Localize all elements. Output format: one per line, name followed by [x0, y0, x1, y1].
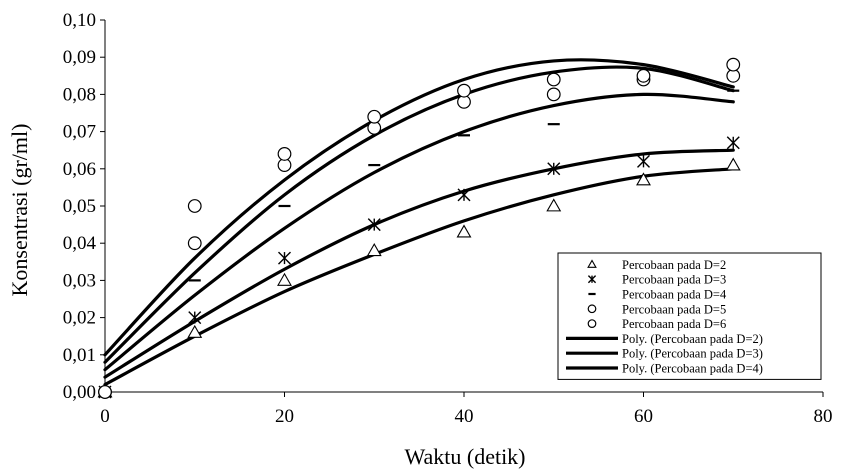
legend-item: Percobaan pada D=4	[588, 288, 727, 302]
trendline-5	[103, 58, 735, 357]
data-point-d6	[546, 72, 561, 87]
legend-marker	[587, 319, 597, 328]
legend-label: Percobaan pada D=6	[622, 317, 726, 331]
legend-item: Percobaan pada D=3	[587, 273, 726, 287]
y-tick-label: 0,02	[63, 308, 96, 329]
data-point-d6	[98, 385, 112, 399]
data-point-d3	[188, 311, 202, 325]
data-point-d5	[187, 236, 202, 251]
legend-item: Poly. (Percobaan pada D=3)	[566, 347, 763, 361]
x-axis-title: Waktu (detik)	[404, 444, 525, 469]
data-point-d3	[637, 154, 650, 168]
data-point-d6	[187, 199, 202, 213]
x-tick-label: 0	[100, 406, 110, 427]
legend-label: Poly. (Percobaan pada D=2)	[622, 332, 763, 346]
x-tick-label: 40	[455, 406, 474, 427]
data-point-d6	[726, 57, 741, 72]
legend-label: Poly. (Percobaan pada D=3)	[622, 347, 763, 361]
trendlines	[103, 58, 735, 387]
legend-item: Percobaan pada D=5	[587, 302, 726, 316]
y-tick-label: 0,04	[63, 233, 97, 254]
data-point-d6	[367, 109, 382, 124]
legend-item: Poly. (Percobaan pada D=2)	[566, 332, 763, 346]
legend-label: Percobaan pada D=2	[622, 258, 726, 272]
data-point-d3	[278, 251, 291, 265]
trendline-4	[103, 65, 735, 364]
data-point-d3	[547, 162, 561, 176]
y-tick-label: 0,08	[63, 84, 96, 105]
legend-marker	[587, 259, 597, 268]
data-point-d2	[725, 157, 741, 171]
legend-label: Percobaan pada D=5	[622, 302, 726, 316]
data-point-d2	[277, 272, 292, 286]
data-point-d2	[546, 198, 562, 212]
data-point-d6	[457, 83, 471, 98]
y-tick-label: 0,09	[63, 47, 96, 68]
data-point-d3	[367, 218, 381, 232]
legend-label: Percobaan pada D=3	[622, 273, 726, 287]
legend-item: Percobaan pada D=6	[587, 317, 726, 331]
legend-item: Poly. (Percobaan pada D=4)	[566, 362, 763, 376]
legend-label: Poly. (Percobaan pada D=4)	[622, 362, 763, 376]
y-tick-label: 0,05	[63, 196, 96, 217]
data-point-d2	[187, 324, 203, 338]
legend-marker	[587, 304, 597, 314]
trendline-3	[103, 92, 735, 372]
legend-box	[557, 252, 822, 380]
x-tick-label: 60	[634, 406, 653, 427]
legend-label: Percobaan pada D=4	[622, 288, 727, 302]
data-point-d5	[546, 87, 561, 102]
axes: 0,00 0,01 0,02 0,03 0,04 0,05 0,06 0,07 0,08 0,09…	[63, 10, 833, 427]
markers	[97, 57, 741, 399]
data-point-d3	[457, 188, 471, 202]
data-point-d2	[456, 224, 472, 238]
legend-item: Percobaan pada D=2	[587, 258, 726, 272]
y-tick-label: 0,03	[63, 270, 96, 291]
x-tick-label: 20	[275, 406, 294, 427]
data-point-d6	[636, 68, 651, 83]
x-tick-label: 80	[814, 406, 833, 427]
y-tick-label: 0,01	[63, 345, 96, 366]
trendline-2	[103, 148, 735, 379]
y-tick-label: 0,06	[63, 159, 96, 180]
data-point-d2	[366, 243, 382, 257]
y-axis-title: Konsentrasi (gr/ml)	[7, 124, 32, 297]
legend-marker	[587, 275, 597, 284]
data-point-d3	[726, 136, 740, 150]
data-point-d6	[277, 147, 292, 161]
data-point-d2	[636, 172, 651, 186]
y-tick-label: 0,00	[63, 382, 96, 403]
y-tick-label: 0,07	[63, 122, 96, 143]
y-tick-label: 0,10	[63, 10, 96, 31]
